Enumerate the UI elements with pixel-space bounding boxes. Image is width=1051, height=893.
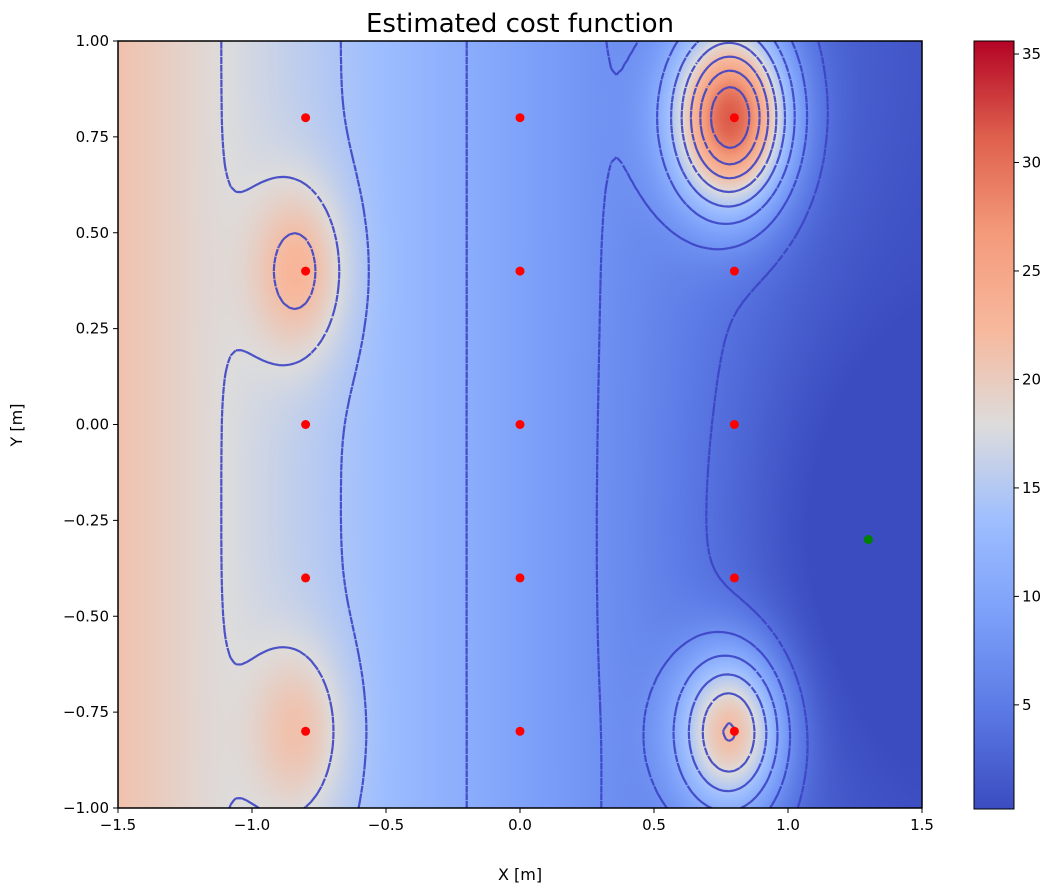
x-axis-ticks: −1.5 −1.0 −0.5 0.0 0.5 1.0 1.5	[100, 808, 934, 834]
y-tick-label: 0.00	[76, 416, 109, 434]
x-tick-label: 1.5	[910, 816, 934, 834]
y-tick-label: −0.25	[63, 511, 109, 529]
contour-line	[339, 41, 787, 808]
colorbar-tick-label: 25	[1022, 262, 1041, 280]
y-tick-label: −1.00	[63, 799, 109, 817]
red-point	[515, 266, 525, 276]
red-point	[515, 573, 525, 583]
red-point	[515, 420, 525, 429]
contour-line	[705, 41, 829, 808]
red-point	[301, 420, 311, 429]
x-axis-label: X [m]	[498, 865, 542, 884]
contour-lines	[220, 41, 829, 808]
y-tick-label: 1.00	[76, 32, 109, 50]
colorbar-tick-label: 20	[1022, 370, 1041, 388]
contour-line	[220, 41, 778, 808]
x-tick-label: −1.0	[234, 816, 270, 834]
red-point	[729, 113, 739, 123]
colorbar: 5 10 15 20 25 30 35	[973, 40, 1041, 810]
y-tick-label: 0.50	[76, 224, 109, 242]
y-tick-label: 0.75	[76, 128, 109, 146]
contour-line	[595, 41, 809, 808]
red-point	[301, 266, 311, 276]
colorbar-gradient	[973, 40, 1015, 810]
x-tick-label: 0.0	[508, 816, 532, 834]
contour-line	[699, 69, 761, 166]
y-tick-label: 0.25	[76, 320, 109, 338]
contour-line	[272, 55, 770, 742]
x-tick-label: 0.5	[642, 816, 666, 834]
colorbar-tick-label: 15	[1022, 479, 1041, 497]
colorbar-tick-label: 35	[1022, 45, 1041, 63]
red-point	[729, 726, 739, 736]
red-point	[729, 266, 739, 276]
red-point	[301, 113, 311, 123]
red-point	[301, 726, 311, 736]
red-point	[729, 420, 739, 429]
contour-line	[465, 41, 796, 808]
chart-title: Estimated cost function	[366, 9, 674, 39]
red-point	[515, 726, 525, 736]
y-axis-label: Y [m]	[7, 404, 26, 448]
colorbar-tick-label: 5	[1022, 696, 1032, 714]
red-point	[729, 573, 739, 583]
sample-points	[301, 113, 873, 736]
colorbar-tick-label: 10	[1022, 587, 1041, 605]
red-point	[515, 113, 525, 123]
x-tick-label: 1.0	[776, 816, 800, 834]
y-tick-label: −0.50	[63, 607, 109, 625]
green-point	[863, 535, 873, 545]
colorbar-ticks: 5 10 15 20 25 30 35	[1014, 45, 1041, 714]
colorbar-tick-label: 30	[1022, 153, 1041, 171]
plot-area	[117, 40, 923, 809]
y-tick-label: −0.75	[63, 703, 109, 721]
red-point	[301, 573, 311, 583]
contour-line	[709, 86, 751, 149]
y-axis-ticks: 1.00 0.75 0.50 0.25 0.00 −0.25 −0.50 −0.75 −1.00	[63, 32, 118, 817]
x-tick-label: −0.5	[368, 816, 404, 834]
x-tick-label: −1.5	[100, 816, 136, 834]
